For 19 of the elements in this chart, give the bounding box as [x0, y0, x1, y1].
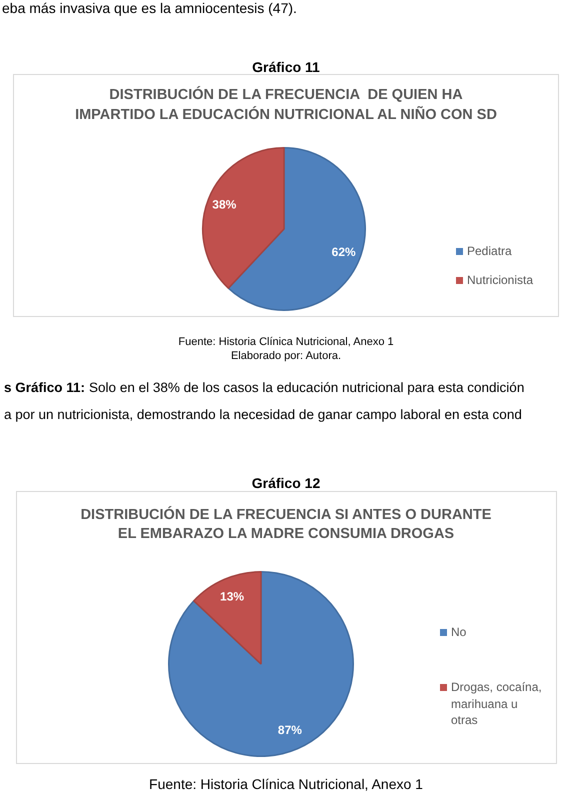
- legend-label: Drogas, cocaína, marihuana u otras: [451, 679, 543, 728]
- data-label: 38%: [212, 198, 237, 212]
- legend-label: No: [451, 624, 466, 640]
- text: Solo en el 38% de los casos la educación nutricional para esta condición: [89, 380, 524, 395]
- source-note: Fuente: Historia Clínica Nutricional, Anexo 1: [149, 776, 423, 792]
- legend-label: Nutricionista: [467, 272, 534, 288]
- chart-title: DISTRIBUCIÓN DE LA FRECUENCIA SI ANTES O DURANTE EL EMBARAZO LA MADRE CONSUMIA DROGAS: [80, 506, 492, 543]
- text: Gráfico 11: [252, 59, 320, 75]
- text: s Gráfico 11:: [4, 380, 86, 395]
- text: eba más invasiva que es la amniocentesis (47).: [2, 0, 297, 16]
- data-label: 62%: [332, 244, 356, 259]
- chart-title: DISTRIBUCIÓN DE LA FRECUENCIA DE QUIEN HA IMPARTIDO LA EDUCACIÓN NUTRICIONAL AL NIÑO CON SD: [74, 86, 498, 124]
- text: Elaborado por: Autora.: [230, 350, 342, 362]
- text: Gráfico 12: [252, 475, 320, 491]
- source-note: Fuente: Historia Clínica Nutricional, Anexo 1: [178, 336, 394, 348]
- text: a por un nutricionista, demostrando la necesidad de ganar campo laboral en esta cond: [4, 407, 522, 422]
- data-label: 13%: [220, 589, 244, 604]
- legend-label: Pediatra: [467, 243, 512, 260]
- data-label: 87%: [278, 723, 302, 738]
